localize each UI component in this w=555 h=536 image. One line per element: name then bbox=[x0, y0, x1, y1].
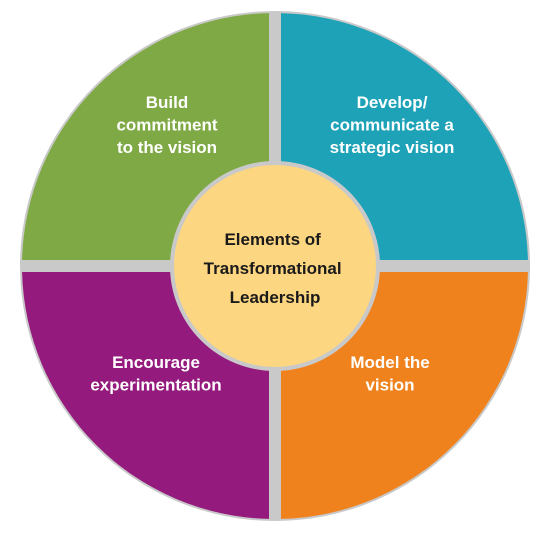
quadrant-label-top-right: Develop/communicate a strategic vision bbox=[330, 93, 455, 157]
center-circle-group: Elements of Transformational Leadership bbox=[170, 161, 380, 371]
quadrant-label-line: to the vision bbox=[117, 138, 217, 157]
quadrant-label-line: strategic vision bbox=[330, 138, 455, 157]
quadrant-label-line: Develop/ bbox=[357, 93, 428, 112]
quadrant-labels: Build commitment to the vision Develop/comm… bbox=[90, 93, 454, 395]
quadrant-label-bottom-left: Encourage experimentation bbox=[90, 353, 221, 395]
quadrant-label-line: commitment bbox=[116, 116, 217, 135]
center-label: Elements of Transformational Leadership bbox=[204, 230, 347, 307]
quadrant-label-line: communicate a bbox=[330, 116, 454, 135]
center-circle bbox=[170, 161, 380, 371]
center-label-line-2: Transformational bbox=[204, 259, 342, 278]
quadrant-label-bottom-right: Model the vision bbox=[350, 353, 429, 395]
quadrant-label-line: experimentation bbox=[90, 376, 221, 395]
quadrant-label-line: Build bbox=[146, 93, 189, 112]
center-label-line-1: Elements of bbox=[224, 230, 321, 249]
quadrant-label-top-left: Build commitment to the vision bbox=[116, 93, 217, 157]
quadrant-label-line: Model the bbox=[350, 353, 429, 372]
quadrant-label-line: vision bbox=[365, 376, 414, 395]
quadrant-label-line: Encourage bbox=[112, 353, 200, 372]
center-label-line-3: Leadership bbox=[230, 288, 321, 307]
